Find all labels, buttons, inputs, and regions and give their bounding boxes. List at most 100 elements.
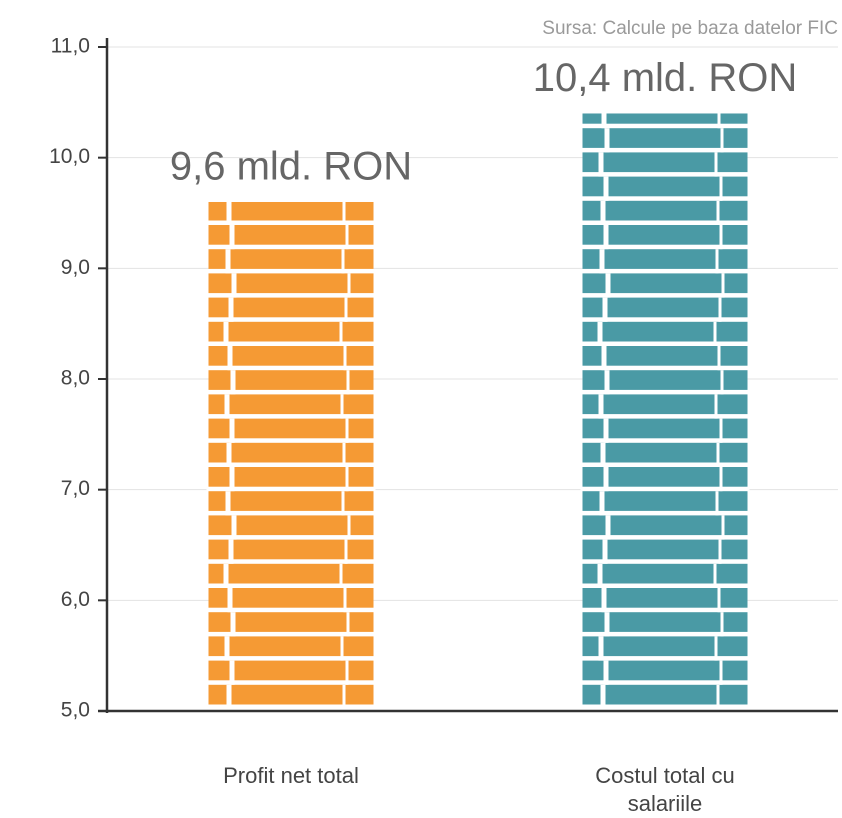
brick-gap (206, 268, 376, 274)
y-tick-label: 5,0 (61, 699, 90, 722)
brick-joint (231, 273, 237, 298)
brick-joint (603, 225, 609, 250)
brick-gap (206, 607, 376, 613)
brick-joint (604, 128, 610, 153)
brick-gap (206, 535, 376, 540)
brick-gap (580, 438, 750, 443)
brick-joint (602, 539, 608, 564)
brick-joint (714, 152, 718, 177)
brick-joint (715, 249, 719, 274)
brick-gap (580, 220, 750, 225)
brick-gap (206, 510, 376, 516)
brick-joint (713, 563, 717, 588)
brick-joint (224, 394, 230, 419)
brick-joint (718, 297, 722, 322)
brick-joint (720, 128, 724, 153)
brick-gap (580, 147, 750, 153)
brick-gap (206, 704, 376, 709)
brick-joint (598, 152, 604, 177)
brick-joint (342, 684, 346, 709)
brick-joint (713, 321, 717, 346)
brick-joint (600, 684, 606, 709)
brick-joint (715, 491, 719, 516)
brick-joint (347, 515, 351, 540)
bar-top-gap (580, 107, 750, 114)
brick-gap (206, 631, 376, 637)
brick-joint (225, 249, 231, 274)
brick-gap (580, 535, 750, 540)
brick-joint (598, 394, 604, 419)
brick-joint (721, 515, 725, 540)
brick-gap (206, 389, 376, 395)
brick-joint (717, 346, 721, 371)
brick-joint (230, 370, 236, 395)
brick-joint (716, 442, 720, 467)
brick-gap (580, 341, 750, 346)
brick-joint (340, 636, 344, 661)
brick-joint (597, 321, 603, 346)
brick-joint (604, 612, 610, 637)
brick-joint (344, 297, 348, 322)
brick-joint (346, 370, 350, 395)
brick-joint (342, 442, 346, 467)
y-tick-label: 9,0 (61, 256, 90, 279)
brick-joint (229, 660, 235, 685)
brick-gap (580, 510, 750, 516)
brick-joint (719, 176, 723, 201)
brick-gap (580, 656, 750, 661)
brick-joint (229, 418, 235, 443)
brick-joint (717, 588, 721, 613)
brick-joint (603, 418, 609, 443)
brick-joint (341, 491, 345, 516)
brick-joint (343, 588, 347, 613)
brick-joint (720, 612, 724, 637)
brick-joint (605, 273, 611, 298)
brick-joint (345, 467, 349, 492)
brick-joint (229, 467, 235, 492)
brick-gap (206, 438, 376, 443)
brick-gap (206, 486, 376, 492)
brick-gap (580, 293, 750, 298)
brick-gap (580, 631, 750, 637)
brick-joint (721, 273, 725, 298)
brick-joint (716, 684, 720, 709)
brick-gap (206, 680, 376, 685)
brick-joint (346, 612, 350, 637)
brick-gap (206, 341, 376, 346)
brick-gap (580, 583, 750, 588)
brick-joint (603, 176, 609, 201)
brick-gap (580, 704, 750, 709)
brick-gap (206, 365, 376, 371)
brick-joint (342, 200, 346, 225)
brick-joint (598, 636, 604, 661)
brick-gap (580, 365, 750, 371)
brick-joint (231, 515, 237, 540)
source-note: Sursa: Calcule pe baza datelor FIC (542, 18, 838, 39)
brick-joint (347, 273, 351, 298)
brick-joint (600, 200, 606, 225)
brick-gap (580, 196, 750, 201)
brick-gap (580, 172, 750, 177)
y-tick-label: 11,0 (51, 35, 90, 58)
brick-joint (718, 539, 722, 564)
brick-gap (206, 293, 376, 298)
brick-joint (343, 346, 347, 371)
brick-joint (719, 467, 723, 492)
x-tick-label: Costul total cu salariile (595, 763, 735, 816)
brick-joint (602, 297, 608, 322)
brick-gap (580, 486, 750, 492)
brick-joint (223, 321, 229, 346)
y-tick-label: 8,0 (61, 367, 90, 390)
brick-gap (206, 244, 376, 250)
brick-joint (720, 370, 724, 395)
brick-joint (719, 418, 723, 443)
brick-gap (206, 414, 376, 419)
brick-joint (601, 588, 607, 613)
brick-joint (717, 104, 721, 129)
value-label: 10,4 mld. RON (533, 56, 798, 100)
brick-joint (345, 660, 349, 685)
brick-joint (225, 491, 231, 516)
brick-gap (580, 389, 750, 395)
